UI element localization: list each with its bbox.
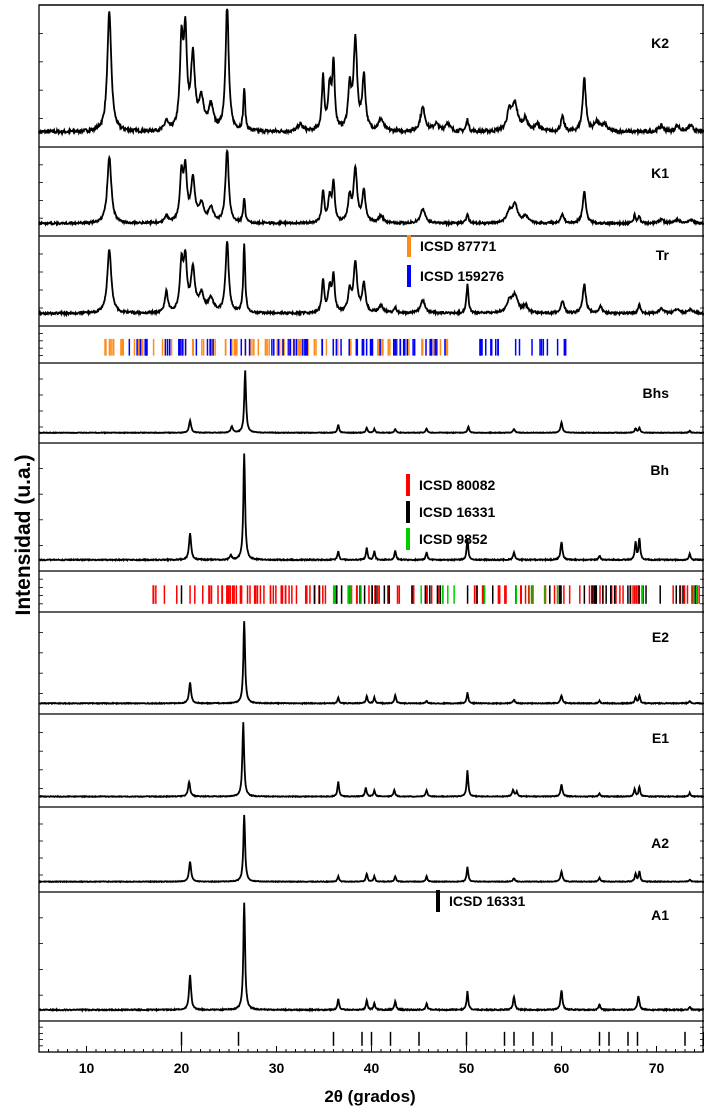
legend-text: ICSD 87771 [420, 238, 496, 254]
legend-swatch [407, 235, 411, 257]
xrd-curve-a2 [38, 814, 704, 884]
y-axis-label: Intensidad (u.a.) [12, 454, 35, 615]
sample-label-e1: E1 [652, 730, 669, 746]
xrd-curve-bhs [38, 370, 704, 435]
legend-swatch [406, 501, 410, 523]
legend-swatch [406, 474, 410, 496]
x-tick-label: 20 [174, 1060, 190, 1076]
x-axis-label: 2θ (grados) [324, 1087, 415, 1106]
legend-text: ICSD 80082 [419, 477, 495, 493]
legend-swatch [407, 265, 411, 287]
x-tick-label: 40 [364, 1060, 380, 1076]
xrd-curve-e2 [38, 621, 704, 706]
x-tick-label: 70 [649, 1060, 665, 1076]
legend-text: ICSD 16331 [419, 504, 495, 520]
xrd-curve-a1 [38, 902, 704, 1013]
legend-text: ICSD 159276 [420, 268, 504, 284]
sample-label-e2: E2 [652, 629, 669, 645]
x-tick-label: 50 [459, 1060, 475, 1076]
x-tick-label: 10 [79, 1060, 95, 1076]
x-tick-label: 60 [554, 1060, 570, 1076]
legend-swatch [406, 528, 410, 550]
xrd-curve-k1 [38, 148, 704, 228]
sample-label-bh: Bh [650, 462, 669, 478]
legend-text: ICSD 9852 [419, 531, 488, 547]
xrd-curve-k2 [38, 8, 704, 137]
sample-label-a2: A2 [651, 835, 669, 851]
sample-label-tr: Tr [656, 247, 670, 263]
sample-label-k2: K2 [651, 35, 669, 51]
legend-swatch [436, 890, 440, 912]
xrd-curve-bh [38, 453, 704, 563]
xrd-curve-tr [38, 241, 704, 318]
sample-label-a1: A1 [651, 907, 669, 923]
x-tick-label: 30 [269, 1060, 285, 1076]
xrd-curve-e1 [38, 722, 704, 799]
legend-text: ICSD 16331 [449, 893, 525, 909]
sample-label-k1: K1 [651, 165, 669, 181]
sample-label-bhs: Bhs [643, 385, 670, 401]
plot-frame [38, 4, 704, 1053]
